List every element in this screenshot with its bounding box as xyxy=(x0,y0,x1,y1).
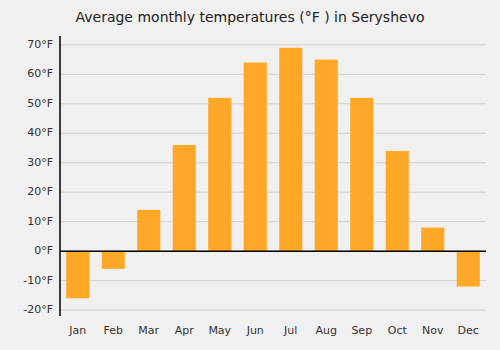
grid-line xyxy=(60,192,486,193)
bar xyxy=(66,251,89,298)
x-tick-label: Aug xyxy=(316,324,337,337)
x-tick-label: Nov xyxy=(422,324,444,337)
bar xyxy=(137,210,160,251)
chart-svg: -20°F -10°F 0°F 10°F 20°F 30°F 40°F 50°F 60°F 70°… xyxy=(0,0,500,350)
y-tick-label: 20°F xyxy=(27,185,53,198)
grid xyxy=(60,45,486,310)
bar xyxy=(350,98,373,251)
bar xyxy=(173,145,196,251)
bar xyxy=(386,151,409,251)
y-ticks: -20°F -10°F 0°F 10°F 20°F 30°F 40°F 50°F 60°F 70°… xyxy=(23,38,53,316)
grid-line xyxy=(60,133,486,134)
bars xyxy=(66,48,480,299)
y-tick-label: 0°F xyxy=(34,244,53,257)
bar xyxy=(315,60,338,252)
bar xyxy=(279,48,302,251)
y-axis-line xyxy=(59,36,61,316)
x-tick-label: Sep xyxy=(351,324,372,337)
x-tick-label: May xyxy=(208,324,231,337)
zero-line xyxy=(60,250,486,252)
grid-line xyxy=(60,280,486,281)
y-tick-label: 70°F xyxy=(27,38,53,51)
y-tick-label: 40°F xyxy=(27,126,53,139)
y-tick-label: -20°F xyxy=(23,303,53,316)
bar xyxy=(208,98,231,251)
chart-container: -20°F -10°F 0°F 10°F 20°F 30°F 40°F 50°F 60°F 70°… xyxy=(0,0,500,350)
grid-line xyxy=(60,221,486,222)
bar xyxy=(102,251,125,269)
x-ticks: Jan Feb Mar Apr May Jun Jul Aug Sep Oct Nov Dec xyxy=(68,324,479,337)
grid-line xyxy=(60,44,486,45)
x-tick-label: Jan xyxy=(68,324,86,337)
bar xyxy=(457,251,480,286)
y-tick-label: -10°F xyxy=(23,274,53,287)
bar xyxy=(421,228,444,252)
grid-line xyxy=(60,251,486,252)
y-tick-label: 50°F xyxy=(27,97,53,110)
x-tick-label: Jul xyxy=(283,324,297,337)
grid-line xyxy=(60,103,486,104)
x-tick-label: Mar xyxy=(138,324,159,337)
y-tick-label: 10°F xyxy=(27,215,53,228)
title: Average monthly temperatures (°F ) in Se… xyxy=(75,9,424,25)
x-tick-label: Oct xyxy=(388,324,408,337)
grid-line xyxy=(60,162,486,163)
bar xyxy=(244,63,267,252)
y-tick-label: 30°F xyxy=(27,156,53,169)
x-tick-label: Feb xyxy=(104,324,123,337)
x-tick-label: Jun xyxy=(246,324,264,337)
grid-line xyxy=(60,310,486,311)
y-tick-label: 60°F xyxy=(27,67,53,80)
x-tick-label: Apr xyxy=(175,324,195,337)
grid-line xyxy=(60,74,486,75)
x-tick-label: Dec xyxy=(458,324,479,337)
